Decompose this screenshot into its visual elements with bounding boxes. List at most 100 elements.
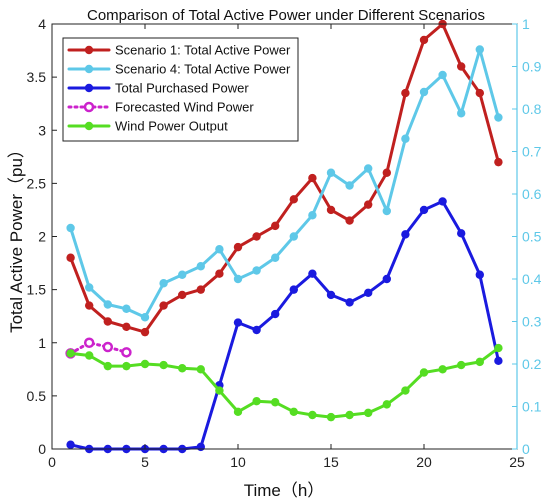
- series-2-point: [326, 168, 336, 177]
- y-tick-label: 3.5: [27, 69, 47, 85]
- series-5-point: [401, 386, 410, 395]
- series-3-point: [345, 298, 354, 307]
- x-tick-label: 20: [416, 454, 432, 470]
- series-1-point: [140, 327, 150, 337]
- legend-label: Scenario 4: Total Active Power: [115, 62, 291, 77]
- series-2-point: [457, 109, 466, 118]
- y2-tick-label: 0: [522, 441, 530, 457]
- series-1-point: [103, 317, 113, 326]
- series-1-point: [233, 242, 243, 252]
- series-5-point: [66, 349, 75, 358]
- series-1-point: [215, 269, 224, 278]
- series-2-point: [159, 279, 168, 288]
- series-5-point: [457, 360, 466, 370]
- y2-tick-label: 0.1: [522, 399, 542, 415]
- series-3-point: [494, 356, 503, 366]
- y2-tick-label: 0.6: [522, 186, 542, 202]
- x-tick-label: 0: [48, 454, 56, 470]
- series-1-point: [289, 195, 298, 204]
- series-3-point: [401, 230, 410, 239]
- series-1-point: [85, 301, 94, 310]
- series-2-point: [475, 45, 484, 54]
- series-5-point: [271, 398, 280, 407]
- series-5-point: [345, 410, 354, 420]
- series-3-point: [66, 440, 75, 449]
- series-2-point: [103, 300, 113, 309]
- y2-tick-label: 1: [522, 16, 530, 32]
- series-1-point: [66, 253, 75, 262]
- series-1-point: [457, 62, 466, 71]
- y-axis-label: Total Active Power（pu）: [7, 141, 26, 333]
- series-2-point: [233, 274, 243, 284]
- series-5-point: [419, 368, 429, 377]
- legend-swatch-marker: [84, 45, 94, 55]
- series-2-point: [66, 223, 75, 233]
- series-3-point: [419, 205, 429, 215]
- y-tick-label: 1.5: [27, 282, 47, 298]
- series-3-point: [271, 309, 280, 319]
- x-axis-label: Time（h）: [244, 481, 325, 500]
- series-3-point: [308, 269, 317, 278]
- series-3-point: [475, 270, 484, 279]
- series-5-point: [85, 351, 94, 360]
- y-tick-label: 1: [38, 335, 46, 351]
- series-2-point: [196, 262, 205, 271]
- legend: Scenario 1: Total Active Power Scenario 4…: [62, 37, 299, 142]
- series-1-point: [382, 168, 391, 177]
- series-5: [66, 343, 503, 422]
- series-5-point: [382, 400, 391, 409]
- series-5-point: [178, 364, 187, 373]
- series-1-point: [271, 221, 280, 231]
- legend-label: Scenario 1: Total Active Power: [115, 43, 291, 58]
- series-5-point: [475, 357, 484, 367]
- legend-swatch-marker: [84, 121, 94, 131]
- series-5-point: [159, 360, 168, 370]
- series-2-point: [438, 70, 447, 80]
- series-5-point: [438, 365, 447, 374]
- legend-swatch-marker: [83, 101, 95, 113]
- series-4-point: [102, 341, 114, 353]
- series-4-point: [83, 337, 95, 348]
- y-tick-label: 0: [38, 441, 46, 457]
- y2-tick-label: 0.5: [522, 229, 542, 245]
- series-3-point: [326, 290, 336, 300]
- series-3-point: [196, 442, 205, 452]
- series-3-point: [438, 197, 447, 206]
- series-4-line: [69, 341, 128, 355]
- series-5-point: [252, 396, 261, 406]
- series-1-point: [159, 301, 168, 310]
- series-3-point: [364, 288, 373, 298]
- series-2: [66, 45, 503, 322]
- series-3-point: [233, 318, 243, 327]
- series-2-point: [215, 245, 224, 254]
- series-1-point: [122, 322, 131, 332]
- chart-title: Comparison of Total Active Power under D…: [87, 7, 485, 24]
- y-tick-label: 4: [38, 16, 46, 32]
- axis-ticks: 0 5 10 15 20 2500.511.522.533.5400.10.20.30.4…: [27, 16, 542, 470]
- series-5-point: [494, 343, 503, 353]
- x-tick-label: 5: [141, 454, 149, 470]
- series-5-point: [364, 408, 373, 418]
- series-5-point: [122, 361, 131, 371]
- series-2-point: [252, 266, 261, 275]
- series-5-point: [308, 410, 317, 420]
- series-2-point: [289, 232, 298, 241]
- y-tick-label: 2.5: [27, 175, 47, 191]
- y2-tick-label: 0.8: [522, 101, 542, 117]
- y2-tick-label: 0.2: [522, 356, 542, 372]
- series-4-point: [121, 347, 132, 358]
- series-2-point: [178, 270, 187, 279]
- series-2-point: [140, 313, 150, 322]
- series-2-point: [345, 181, 354, 190]
- y-tick-label: 3: [38, 122, 46, 138]
- series-5-point: [233, 407, 243, 417]
- y2-tick-label: 0.9: [522, 59, 542, 75]
- y2-tick-label: 0.4: [522, 271, 542, 287]
- series-5-point: [215, 386, 224, 395]
- x-tick-label: 10: [230, 454, 246, 470]
- series-5-point: [289, 407, 298, 417]
- y2-tick-label: 0.3: [522, 314, 542, 330]
- x-tick-label: 25: [509, 454, 525, 470]
- series-2-point: [419, 87, 429, 97]
- series-3-point: [457, 229, 466, 238]
